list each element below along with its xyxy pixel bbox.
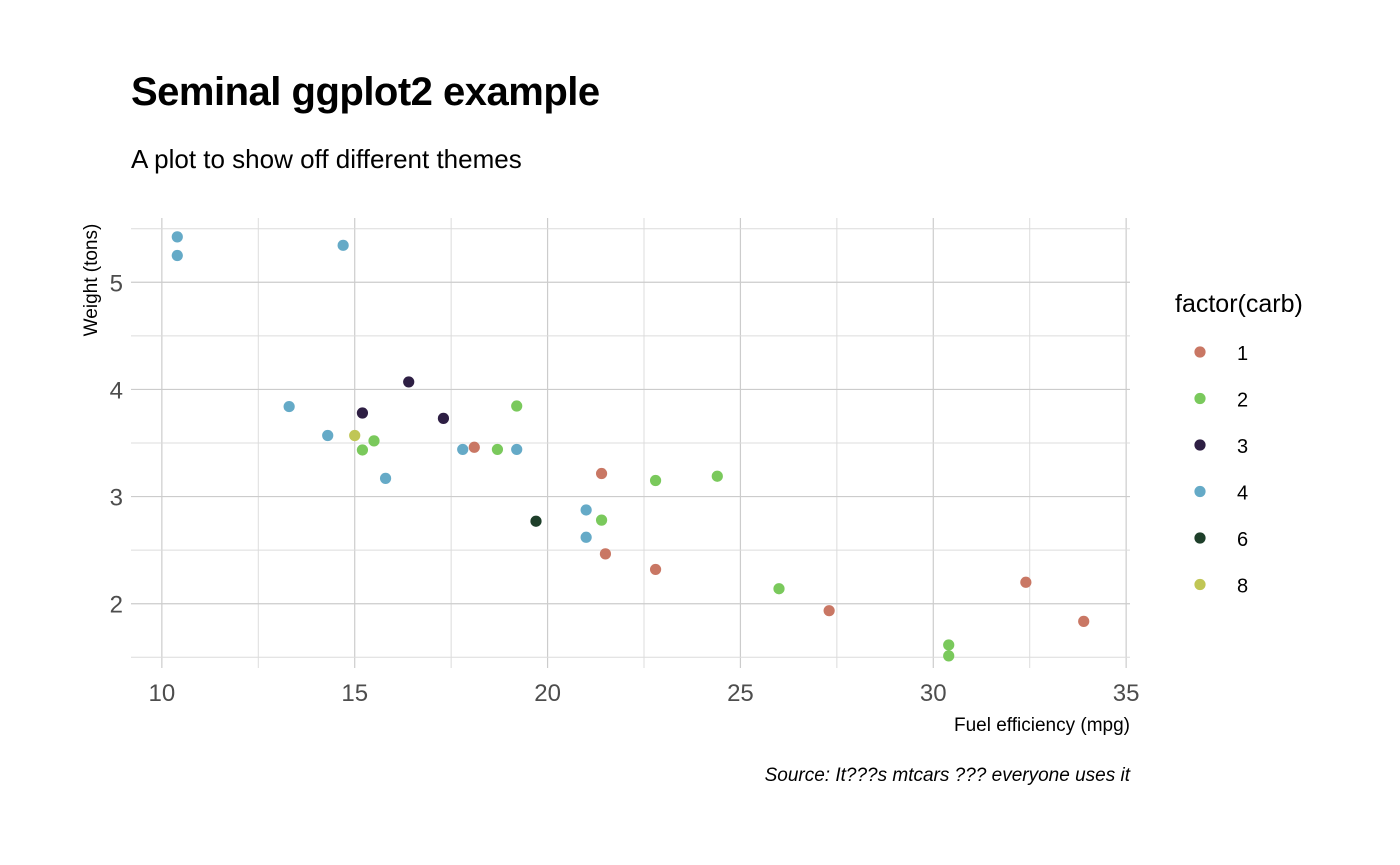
data-point-carb-4 <box>457 443 469 456</box>
x-tick-label: 30 <box>920 680 947 707</box>
data-point-carb-4 <box>171 249 183 262</box>
data-point-carb-2 <box>356 444 369 456</box>
legend-key-2 <box>1194 392 1206 405</box>
x-tick-label: 20 <box>534 680 561 707</box>
data-point-carb-4 <box>511 443 523 456</box>
axis-ticks: 10 15 20 25 30 35 2 3 4 5 <box>110 270 1140 707</box>
legend-key-1 <box>1194 346 1206 358</box>
data-point-carb-2 <box>491 443 504 456</box>
data-point-carb-1 <box>468 441 480 453</box>
data-point-carb-1 <box>1020 576 1032 588</box>
legend-label-6: 6 <box>1237 529 1248 551</box>
chart-caption: Source: It???s mtcars ??? everyone uses … <box>765 765 1131 786</box>
data-point-carb-3 <box>356 407 369 419</box>
data-point-carb-1 <box>599 548 612 560</box>
data-point-carb-4 <box>337 239 349 251</box>
chart-title: Seminal ggplot2 example <box>131 70 600 114</box>
y-tick-label: 2 <box>110 592 123 619</box>
y-tick-label: 5 <box>110 270 123 297</box>
data-point-carb-3 <box>437 412 450 424</box>
legend-label-4: 4 <box>1237 483 1248 505</box>
legend-label-1: 1 <box>1237 343 1248 365</box>
data-point-carb-2 <box>511 400 523 412</box>
x-axis-title: Fuel efficiency (mpg) <box>954 715 1130 736</box>
legend-label-2: 2 <box>1237 390 1248 412</box>
grid-lines <box>131 218 1130 668</box>
legend-label-3: 3 <box>1237 436 1248 458</box>
data-points <box>171 231 1090 662</box>
data-point-carb-2 <box>943 639 955 651</box>
data-point-carb-1 <box>1078 615 1090 627</box>
legend-key-6 <box>1194 532 1206 544</box>
data-point-carb-4 <box>379 472 392 484</box>
x-tick-label: 35 <box>1113 680 1140 707</box>
x-tick-label: 10 <box>149 680 176 707</box>
data-point-carb-1 <box>823 605 835 617</box>
legend-key-3 <box>1194 439 1206 451</box>
data-point-carb-4 <box>322 429 334 442</box>
data-point-carb-2 <box>649 474 662 487</box>
data-point-carb-2 <box>595 514 608 526</box>
legend-title: factor(carb) <box>1175 290 1303 318</box>
y-tick-label: 3 <box>110 485 123 512</box>
x-tick-label: 25 <box>727 680 754 707</box>
data-point-carb-4 <box>580 531 592 543</box>
data-point-carb-1 <box>649 563 662 576</box>
data-point-carb-1 <box>595 467 608 480</box>
data-point-carb-4 <box>580 504 592 516</box>
data-point-carb-2 <box>368 435 380 447</box>
x-tick-label: 15 <box>341 680 368 707</box>
data-point-carb-4 <box>171 231 183 243</box>
data-point-carb-2 <box>943 650 955 662</box>
data-point-carb-3 <box>403 376 415 388</box>
chart-subtitle: A plot to show off different themes <box>131 144 522 174</box>
data-point-carb-2 <box>711 470 723 482</box>
y-axis-title: Weight (tons) <box>81 224 102 337</box>
legend-key-8 <box>1194 578 1206 591</box>
y-tick-label: 4 <box>110 377 123 404</box>
data-point-carb-2 <box>773 583 785 595</box>
data-point-carb-8 <box>349 429 361 442</box>
data-point-carb-4 <box>283 400 295 413</box>
legend-key-4 <box>1194 485 1206 498</box>
legend: factor(carb) 1 2 3 4 6 8 <box>1175 290 1303 598</box>
legend-label-8: 8 <box>1237 576 1248 598</box>
data-point-carb-6 <box>530 515 542 527</box>
